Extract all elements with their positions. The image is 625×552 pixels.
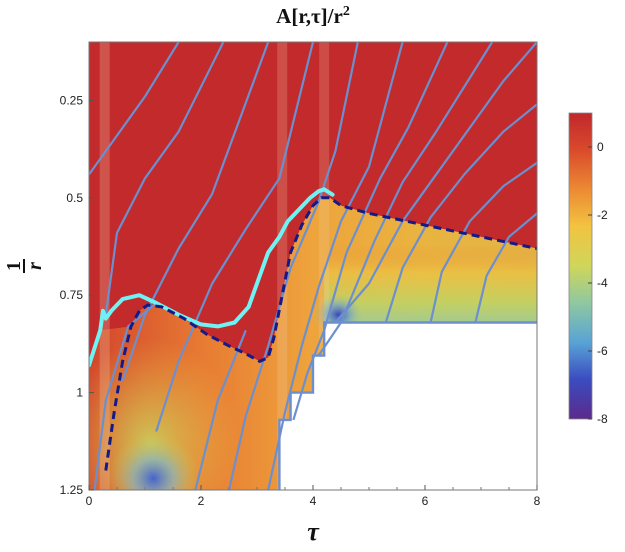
field-streak: [99, 42, 110, 490]
x-tick-label: 8: [534, 494, 541, 508]
y-tick-label: 0.25: [60, 93, 84, 107]
geodesic-line: [292, 42, 449, 421]
geodesic-lines: [89, 42, 537, 490]
chart-title: A[r,τ]/r2: [276, 4, 350, 28]
y-axis-label-denominator: r: [24, 262, 46, 270]
excised-region: [279, 322, 537, 490]
geodesic-line: [89, 42, 180, 176]
geodesic-line: [155, 42, 315, 432]
y-tick-label: 0.75: [60, 288, 84, 302]
geodesic-line: [474, 212, 537, 323]
geodesic-line: [317, 42, 494, 357]
geodesic-line: [194, 329, 247, 490]
colorbar-tick-label: -8: [597, 412, 608, 426]
y-axis-label-numerator: 1: [3, 261, 25, 271]
y-tick-label: 1.25: [60, 483, 84, 497]
colorbar-tick-label: 0: [597, 140, 604, 154]
x-tick-label: 4: [310, 494, 317, 508]
x-tick-label: 2: [198, 494, 205, 508]
colorbar-tick-label: -6: [597, 344, 608, 358]
y-axis-ticks: 0.25 0.5 0.75 1 1.25: [60, 93, 94, 497]
colorbar-gradient: [568, 112, 593, 420]
x-axis-label: τ: [307, 517, 320, 546]
minimum-field-region: [107, 434, 200, 490]
geodesic-line: [104, 42, 225, 315]
colorbar-tick-label: -4: [597, 276, 608, 290]
y-tick-label: 1: [76, 386, 83, 400]
apparent-horizon-curve: [89, 187, 335, 368]
x-tick-label: 0: [86, 494, 93, 508]
colorbar-ticks: 0 -2 -4 -6 -8: [588, 140, 608, 426]
excision-boundary: [278, 321, 537, 490]
x-tick-label: 6: [422, 494, 429, 508]
geodesic-line: [334, 42, 537, 324]
geodesic-line: [267, 42, 404, 490]
plot-area: [89, 42, 537, 490]
geodesic-line: [227, 42, 359, 490]
x-axis-ticks: 0 2 4 6 8: [86, 485, 541, 508]
y-axis-label: 1 r: [3, 259, 46, 273]
field-streak: [277, 42, 288, 490]
geodesic-line: [93, 302, 157, 490]
y-tick-label: 0.5: [66, 191, 83, 205]
geodesic-line: [429, 161, 537, 323]
geodesic-line: [121, 42, 270, 382]
colorbar: 0 -2 -4 -6 -8: [568, 112, 608, 426]
colorbar-tick-label: -2: [597, 208, 608, 222]
field-streak: [319, 42, 330, 490]
geodesic-line: [384, 103, 537, 323]
